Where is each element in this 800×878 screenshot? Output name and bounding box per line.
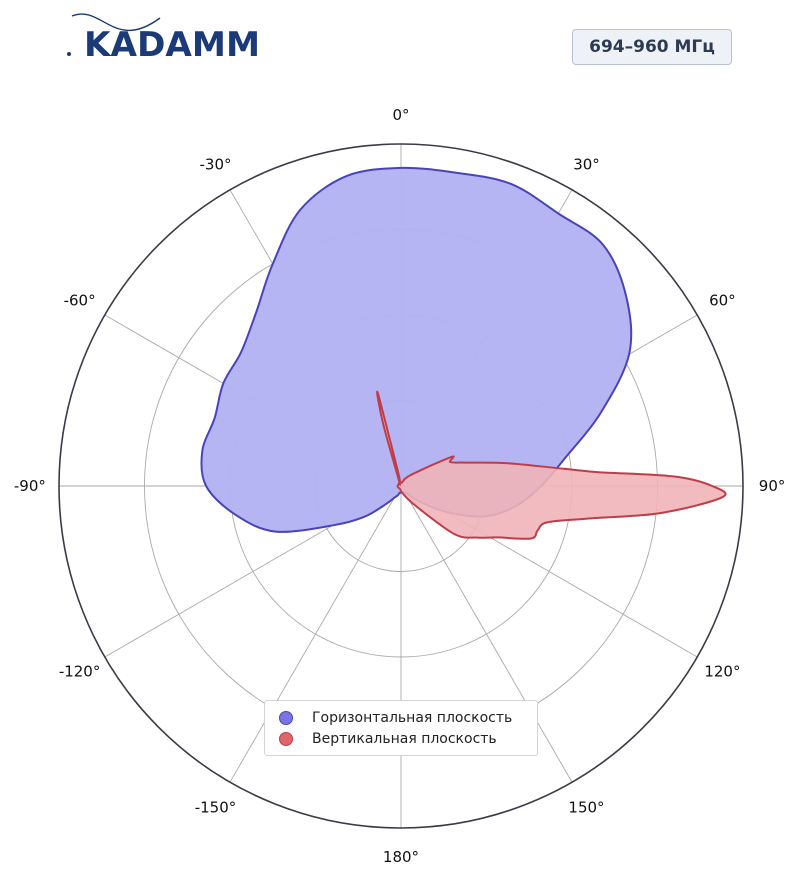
theta-grid-line-210 [229,485,402,783]
theta-grid-line-150 [400,485,573,783]
theta-tick-label: 120° [704,663,740,681]
frequency-range-text: 694–960 МГц [589,37,715,57]
logo-arc [71,13,161,32]
theta-tick-labels: 0° 30° 60° 90° 120° 150° 180° -150° -120° -90° -60… [14,106,785,866]
theta-tick-label: 150° [568,798,604,816]
frequency-badge: 694–960 МГц [572,29,732,65]
logo-text: KADAMM [84,25,260,62]
legend-item-horizontal: Горизонтальная плоскость [279,708,512,728]
series-vertical-plane [376,390,727,540]
theta-tick-label: 90° [759,477,786,495]
theta-tick-label: -30° [200,156,232,174]
theta-tick-label: -90° [14,477,46,495]
theta-tick-label: -150° [195,798,237,816]
outer-ring [58,143,744,829]
outer-ring-layer [58,143,744,829]
chart-legend: Горизонтальная плоскость Вертикальная пл… [264,700,538,756]
legend-label-vertical: Вертикальная плоскость [312,731,497,747]
theta-tick-label: 60° [709,292,736,310]
theta-tick-label: -60° [64,292,96,310]
theta-tick-label: -120° [59,663,101,681]
legend-label-horizontal: Горизонтальная плоскость [312,710,513,726]
logo-dot [67,52,71,56]
legend-item-vertical: Вертикальная плоскость [279,729,497,749]
series-layer [200,166,727,540]
theta-tick-label: 30° [573,156,600,174]
kadamm-logo: KADAMM [67,13,260,62]
theta-tick-label: 180° [383,848,419,866]
legend-marker-horizontal [279,711,293,725]
legend-marker-vertical [279,732,293,746]
theta-tick-label: 0° [392,106,409,124]
